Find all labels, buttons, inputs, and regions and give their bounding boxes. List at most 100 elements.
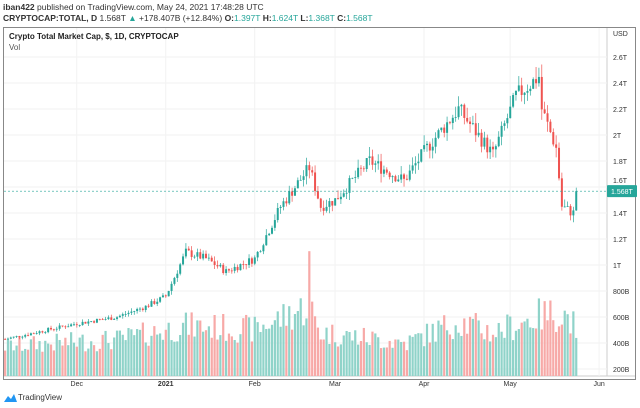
tradingview-logo-icon xyxy=(4,394,17,402)
volume-bar xyxy=(230,336,233,376)
volume-bar xyxy=(388,340,391,376)
volume-bar xyxy=(494,337,497,376)
volume-bar xyxy=(434,341,437,376)
volume-bar xyxy=(537,298,541,376)
candle-body xyxy=(509,106,512,119)
candle-body xyxy=(262,245,265,252)
volume-bar xyxy=(394,339,397,376)
volume-bar xyxy=(540,329,543,376)
candle-body xyxy=(351,177,354,179)
candle-body xyxy=(362,168,365,170)
candle-body xyxy=(210,257,213,262)
volume-bar xyxy=(92,345,96,376)
candle-body xyxy=(227,269,230,271)
candle-body xyxy=(322,207,325,211)
volume-bar xyxy=(457,332,460,376)
candle-body xyxy=(41,331,44,333)
volume-bar xyxy=(121,334,124,376)
candle-body xyxy=(483,137,486,147)
candle-body xyxy=(575,191,578,211)
candle-body xyxy=(566,206,569,207)
candle-body xyxy=(497,136,500,147)
volume-bar xyxy=(342,335,345,376)
candle-body xyxy=(199,252,202,259)
candle-body xyxy=(29,333,32,336)
candle-body xyxy=(75,324,78,326)
candle-body xyxy=(348,178,351,193)
volume-bar xyxy=(12,350,15,376)
volume-bar xyxy=(164,329,167,376)
volume-bar xyxy=(115,330,119,376)
candle-body xyxy=(486,137,489,153)
volume-bar xyxy=(454,325,457,376)
candle-body xyxy=(339,196,342,200)
candle-body xyxy=(159,297,162,302)
candle-body xyxy=(216,265,219,267)
volume-bar xyxy=(491,334,495,376)
candle-body xyxy=(391,176,394,178)
volume-bar xyxy=(127,328,130,376)
volume-bar xyxy=(9,340,12,376)
volume-bar xyxy=(365,342,368,376)
volume-bar xyxy=(359,341,363,376)
candle-body xyxy=(451,117,454,124)
volume-bar xyxy=(110,349,113,376)
candle-body xyxy=(454,117,457,118)
volume-bar xyxy=(311,301,314,376)
candle-body xyxy=(558,147,561,179)
volume-bar xyxy=(179,335,182,376)
volume-bar xyxy=(560,324,563,376)
candle-body xyxy=(425,143,428,146)
candle-body xyxy=(428,143,431,151)
y-tick-label: 2.6T xyxy=(613,55,628,62)
volume-bar xyxy=(18,336,21,376)
volume-bar xyxy=(193,336,196,376)
candle-body xyxy=(279,206,282,208)
volume-bar xyxy=(38,341,41,376)
candle-body xyxy=(187,248,190,251)
x-tick-label: Apr xyxy=(419,381,431,388)
volume-bar xyxy=(32,336,35,376)
footer-brand: TradingView xyxy=(18,393,63,402)
volume-bar xyxy=(113,337,116,376)
candle-body xyxy=(423,145,426,150)
candle-body xyxy=(268,233,271,236)
candle-body xyxy=(512,95,515,107)
volume-bar xyxy=(506,314,509,376)
volume-bar xyxy=(534,328,538,376)
candle-body xyxy=(431,146,434,151)
y-tick-label: 1.8T xyxy=(613,159,628,166)
volume-bar xyxy=(549,300,552,376)
candle-body xyxy=(6,338,9,340)
candle-body xyxy=(299,179,302,181)
candle-body xyxy=(207,257,210,259)
candle-body xyxy=(153,301,156,304)
candle-body xyxy=(446,122,449,133)
candle-body xyxy=(357,167,360,178)
candle-body xyxy=(167,290,170,297)
y-tick-label: 2.2T xyxy=(613,107,628,114)
volume-bar xyxy=(219,335,222,376)
candle-body xyxy=(58,325,61,329)
volume-bar xyxy=(474,313,477,376)
x-tick-label: May xyxy=(504,381,518,388)
volume-bar xyxy=(500,331,503,376)
candle-body xyxy=(121,314,124,316)
candle-body xyxy=(477,132,480,136)
volume-bar xyxy=(526,318,529,376)
volume-bar xyxy=(417,333,420,376)
candle-body xyxy=(250,258,253,264)
volume-bar xyxy=(402,341,406,376)
candle-body xyxy=(285,201,288,204)
volume-bar xyxy=(204,330,208,376)
volume-legend: Vol xyxy=(9,43,21,52)
candle-body xyxy=(44,332,47,333)
volume-bar xyxy=(70,332,73,376)
volume-bar xyxy=(319,339,322,376)
volume-bar xyxy=(468,316,472,376)
candle-body xyxy=(523,92,526,95)
volume-bar xyxy=(322,339,325,376)
volume-bar xyxy=(138,329,142,376)
candle-body xyxy=(514,90,517,96)
